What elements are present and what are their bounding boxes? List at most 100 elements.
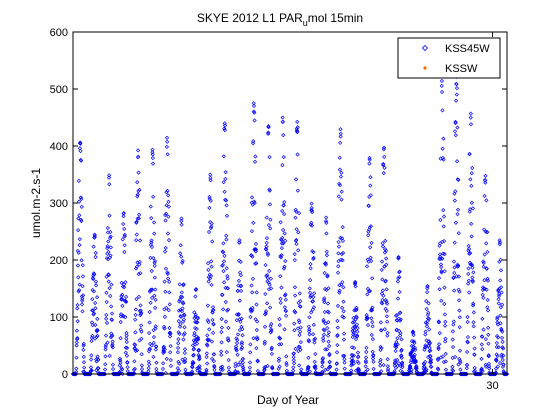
- data-point: [441, 157, 446, 162]
- data-point: [211, 322, 216, 327]
- data-point: [253, 241, 259, 246]
- data-point: [176, 368, 182, 373]
- data-point: [468, 111, 473, 116]
- data-point: [226, 338, 231, 343]
- data-point: [277, 364, 282, 369]
- data-point: [487, 366, 492, 371]
- data-point: [496, 335, 501, 340]
- data-point: [397, 318, 403, 323]
- data-point: [110, 366, 116, 372]
- data-point: [240, 363, 245, 368]
- data-point: [148, 204, 153, 209]
- data-point: [457, 289, 462, 294]
- data-point: [179, 254, 184, 259]
- data-point: [292, 258, 297, 263]
- legend: KSS45W KSSW: [397, 37, 501, 79]
- data-point: [236, 283, 241, 288]
- data-point: [282, 264, 287, 269]
- data-point: [380, 288, 385, 293]
- data-point: [354, 307, 359, 312]
- data-point: [76, 250, 81, 255]
- data-point: [485, 249, 490, 255]
- data-point: [354, 322, 360, 327]
- data-point: [351, 345, 357, 351]
- data-point: [385, 357, 390, 362]
- data-point: [293, 215, 298, 220]
- data-point: [235, 332, 241, 337]
- data-point: [393, 348, 398, 354]
- data-point: [441, 136, 446, 141]
- data-point: [253, 261, 258, 266]
- data-point: [378, 363, 383, 368]
- data-point: [221, 250, 226, 255]
- data-point: [395, 336, 400, 341]
- data-point: [106, 239, 111, 244]
- y-tick-label: 200: [50, 255, 68, 267]
- data-point: [250, 141, 256, 146]
- data-point: [464, 366, 469, 371]
- data-point: [224, 349, 229, 355]
- data-point: [176, 341, 181, 346]
- data-point: [262, 341, 267, 346]
- data-point: [93, 279, 99, 284]
- data-point: [240, 327, 245, 332]
- data-point: [161, 361, 166, 366]
- data-point: [442, 301, 447, 307]
- data-point: [175, 345, 181, 351]
- data-point: [436, 320, 441, 325]
- data-point: [335, 270, 341, 275]
- data-point: [368, 224, 374, 229]
- data-point: [153, 326, 158, 331]
- data-point: [181, 317, 187, 322]
- data-point: [439, 83, 444, 88]
- data-point: [192, 316, 197, 321]
- data-point: [179, 290, 184, 295]
- data-point: [269, 327, 274, 332]
- data-point: [478, 371, 484, 377]
- data-point: [384, 301, 390, 306]
- data-point: [219, 340, 224, 345]
- data-point: [349, 368, 354, 373]
- data-point: [167, 325, 172, 331]
- data-point: [164, 356, 169, 362]
- data-point: [124, 299, 129, 304]
- data-point: [320, 364, 325, 369]
- data-point: [220, 263, 225, 268]
- data-point: [279, 253, 284, 258]
- data-point: [106, 249, 111, 255]
- data-point: [136, 216, 141, 221]
- data-point: [139, 329, 144, 334]
- data-point: [222, 127, 227, 133]
- data-point: [106, 279, 111, 284]
- data-point: [153, 347, 158, 352]
- data-point: [238, 273, 243, 278]
- data-point: [209, 356, 215, 361]
- data-point: [439, 270, 444, 275]
- data-point: [453, 189, 458, 194]
- data-point: [427, 340, 433, 346]
- data-point: [248, 342, 253, 347]
- data-point: [486, 364, 492, 369]
- data-point: [178, 294, 183, 299]
- data-point: [365, 367, 370, 372]
- data-point: [305, 364, 311, 370]
- data-point: [350, 335, 355, 340]
- data-point: [468, 122, 474, 127]
- data-point: [263, 246, 268, 251]
- data-point: [251, 103, 257, 109]
- data-point: [354, 315, 359, 320]
- data-point: [109, 304, 114, 309]
- data-point: [193, 312, 198, 317]
- data-point: [254, 302, 259, 307]
- data-point: [164, 203, 169, 208]
- data-point: [266, 125, 271, 130]
- data-point: [412, 345, 418, 350]
- data-point: [210, 317, 215, 323]
- data-point: [340, 238, 345, 243]
- data-point: [368, 175, 373, 180]
- data-point: [381, 293, 386, 298]
- data-point: [166, 199, 171, 204]
- data-point: [92, 232, 97, 237]
- data-point: [148, 287, 154, 292]
